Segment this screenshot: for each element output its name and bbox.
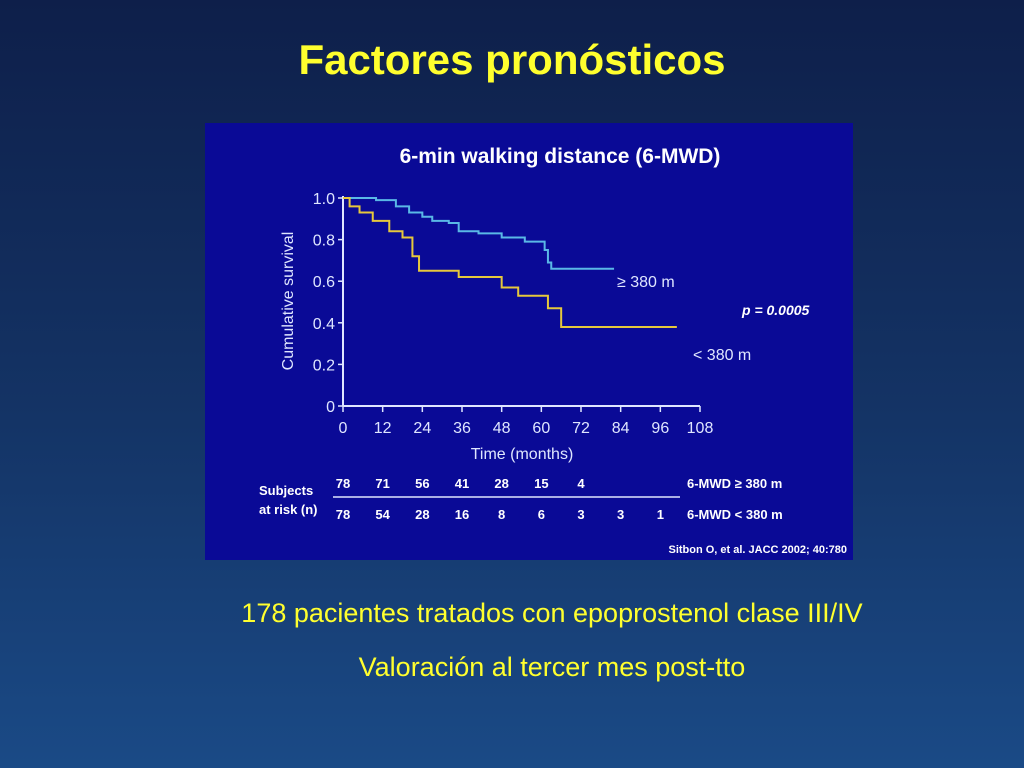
series-label-low: < 380 m <box>693 347 751 364</box>
risk-table-cell: 28 <box>415 507 429 522</box>
risk-table-cell: 71 <box>375 476 389 491</box>
series-label-high: ≥ 380 m <box>617 274 675 291</box>
survival-chart-panel: 6-min walking distance (6-MWD) 0 0.2 0.4 0.6… <box>205 123 853 560</box>
y-tick-label: 0.2 <box>313 357 335 374</box>
risk-table-cell: 54 <box>375 507 390 522</box>
risk-table-row-label: 6-MWD < 380 m <box>687 507 783 522</box>
p-value-label: p = 0.0005 <box>741 302 810 318</box>
bullet-patients: 178 pacientes tratados con epoprostenol … <box>241 598 863 628</box>
risk-table-cell: 15 <box>534 476 548 491</box>
risk-table-row-label: 6-MWD ≥ 380 m <box>687 476 782 491</box>
risk-table-header-1: Subjects <box>259 483 313 498</box>
series-line-low <box>343 197 677 328</box>
risk-table-cell: 41 <box>455 476 469 491</box>
x-tick-label: 48 <box>493 420 511 437</box>
risk-table-cell: 4 <box>577 476 585 491</box>
risk-table-cell: 56 <box>415 476 429 491</box>
x-tick-label: 96 <box>651 420 669 437</box>
citation: Sitbon O, et al. JACC 2002; 40:780 <box>668 544 847 556</box>
y-tick-label: 0.4 <box>313 316 335 333</box>
x-tick-label: 84 <box>612 420 630 437</box>
risk-table-cell: 16 <box>455 507 469 522</box>
bullet-assessment: Valoración al tercer mes post-tto <box>358 652 746 682</box>
risk-table-header-2: at risk (n) <box>259 502 318 517</box>
risk-table-cell: 78 <box>336 476 350 491</box>
risk-table-cell: 6 <box>538 507 545 522</box>
y-tick-label: 0 <box>326 399 335 416</box>
x-tick-label: 60 <box>532 420 550 437</box>
risk-table-cell: 1 <box>657 507 664 522</box>
series-line-high <box>343 197 615 270</box>
slide-title: Factores pronósticos <box>298 36 726 83</box>
x-axis-label: Time (months) <box>471 446 574 463</box>
chart-title: 6-min walking distance (6-MWD) <box>400 145 721 168</box>
x-tick-label: 12 <box>374 420 392 437</box>
x-tick-label: 24 <box>413 420 431 437</box>
x-tick-label: 0 <box>339 420 348 437</box>
x-tick-label: 36 <box>453 420 471 437</box>
x-tick-label: 72 <box>572 420 590 437</box>
x-tick-label: 108 <box>687 420 714 437</box>
risk-table-cell: 3 <box>577 507 584 522</box>
y-tick-label: 0.6 <box>313 274 335 291</box>
risk-table-cell: 78 <box>336 507 350 522</box>
risk-table-cell: 28 <box>494 476 508 491</box>
survival-chart: 6-min walking distance (6-MWD) 0 0.2 0.4 0.6… <box>259 145 847 556</box>
risk-table-cell: 8 <box>498 507 505 522</box>
y-tick-label: 1.0 <box>313 191 335 208</box>
risk-table-cell: 3 <box>617 507 624 522</box>
y-axis-label: Cumulative survival <box>280 232 297 371</box>
y-tick-label: 0.8 <box>313 233 335 250</box>
